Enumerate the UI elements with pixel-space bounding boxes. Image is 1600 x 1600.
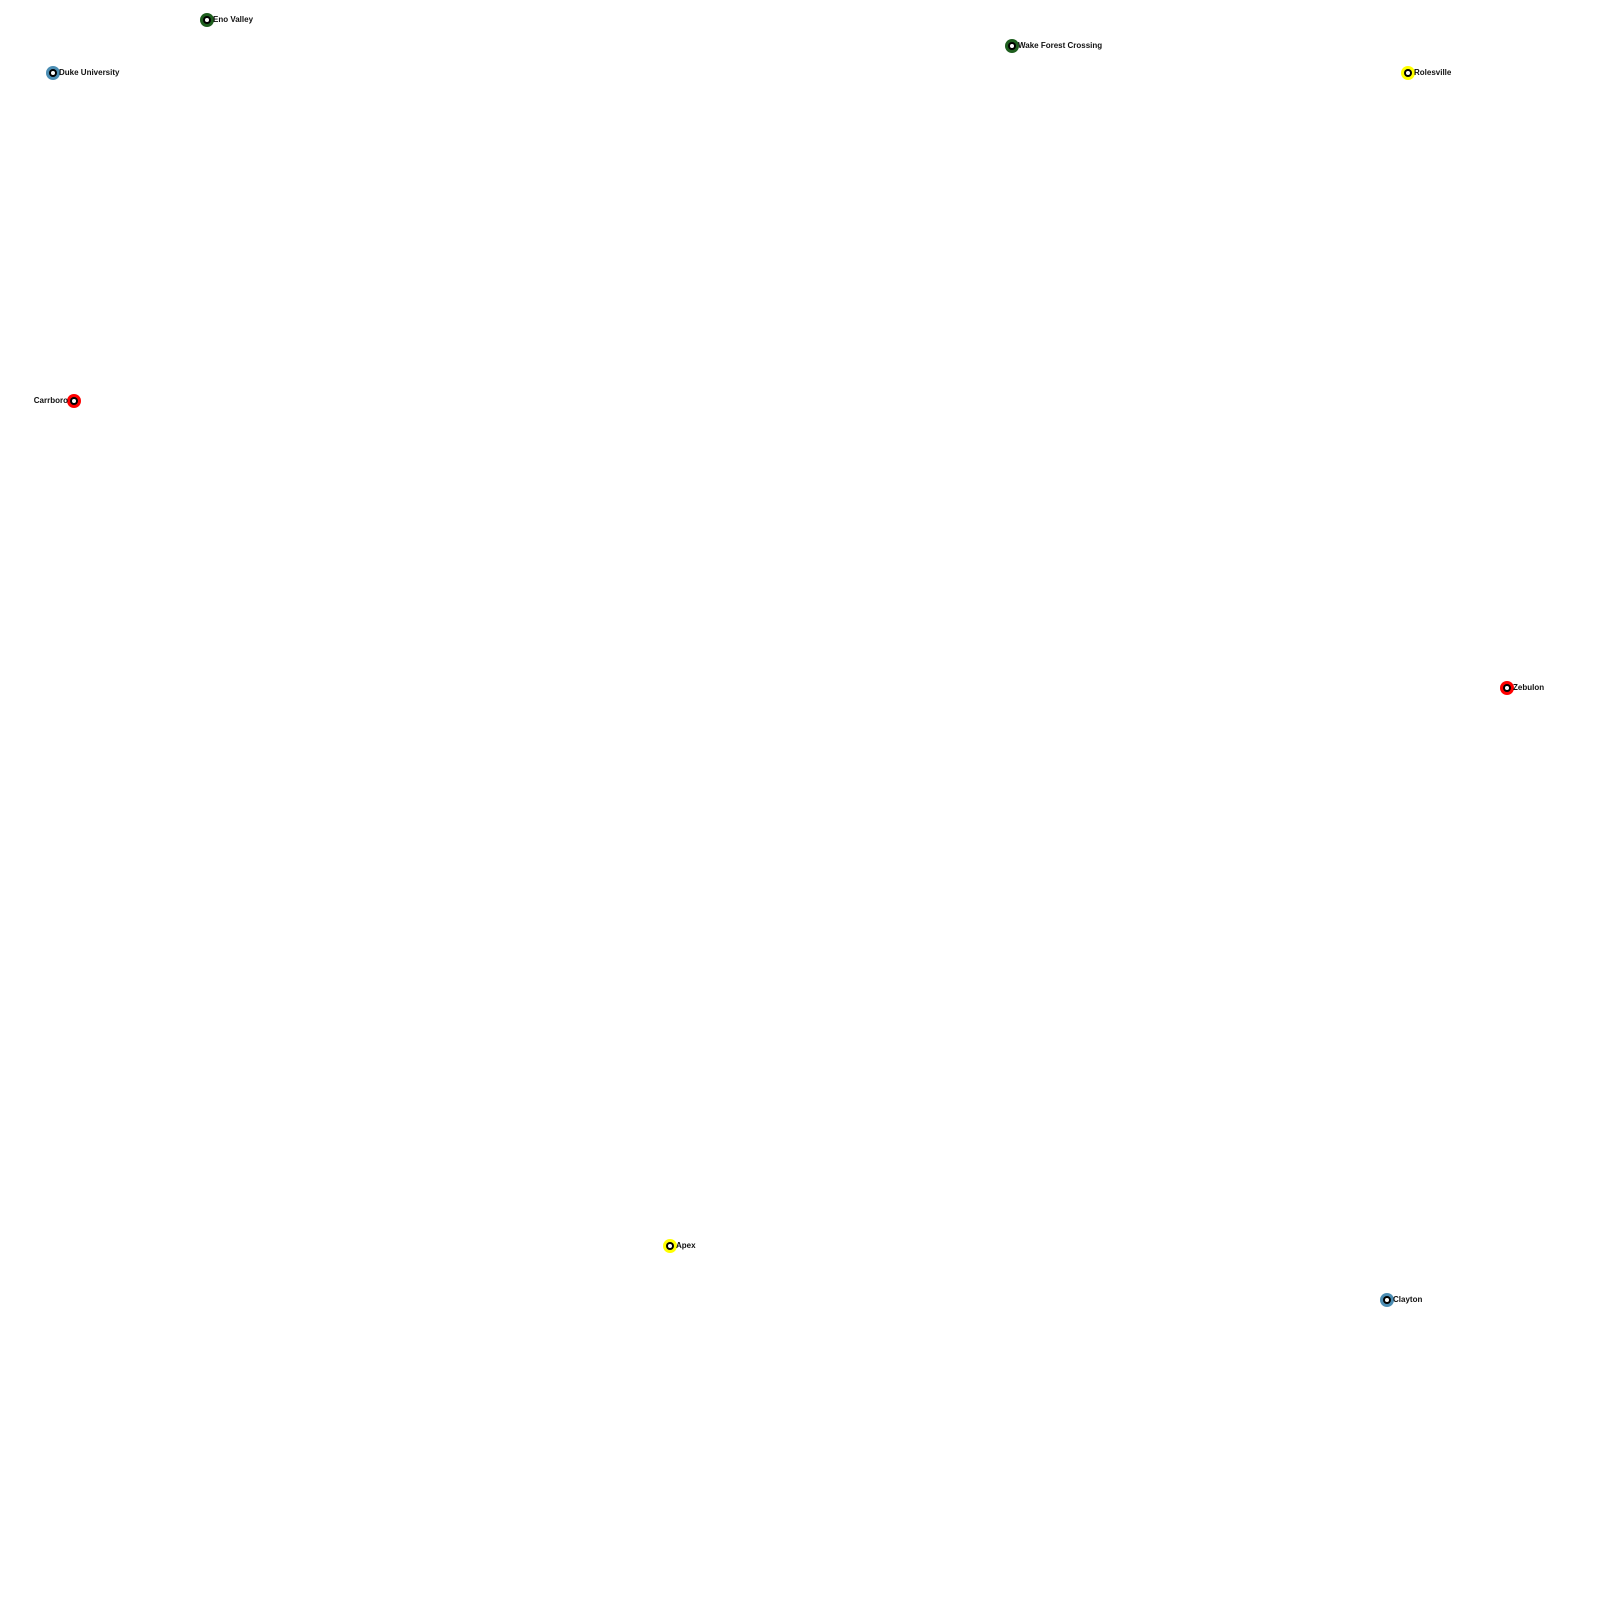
station-marker-icon	[1005, 39, 1019, 53]
station-label: Clayton	[1393, 1295, 1423, 1304]
station-marker-icon	[46, 66, 60, 80]
station-label: Rolesville	[1414, 68, 1452, 77]
station-marker-icon	[1500, 681, 1514, 695]
station-marker-icon	[200, 13, 214, 27]
station-label: Zebulon	[1513, 683, 1545, 692]
station-label: Duke University	[59, 68, 120, 77]
station-marker-icon	[663, 1239, 677, 1253]
station-marker-icon	[67, 394, 81, 408]
station-marker-icon	[1380, 1293, 1394, 1307]
station-label: Eno Valley	[213, 15, 254, 24]
station-label: Apex	[676, 1241, 696, 1250]
station-label: Wake Forest Crossing	[1018, 41, 1103, 50]
station-marker-icon	[1401, 66, 1415, 80]
station-label: Carrboro	[33, 396, 68, 405]
